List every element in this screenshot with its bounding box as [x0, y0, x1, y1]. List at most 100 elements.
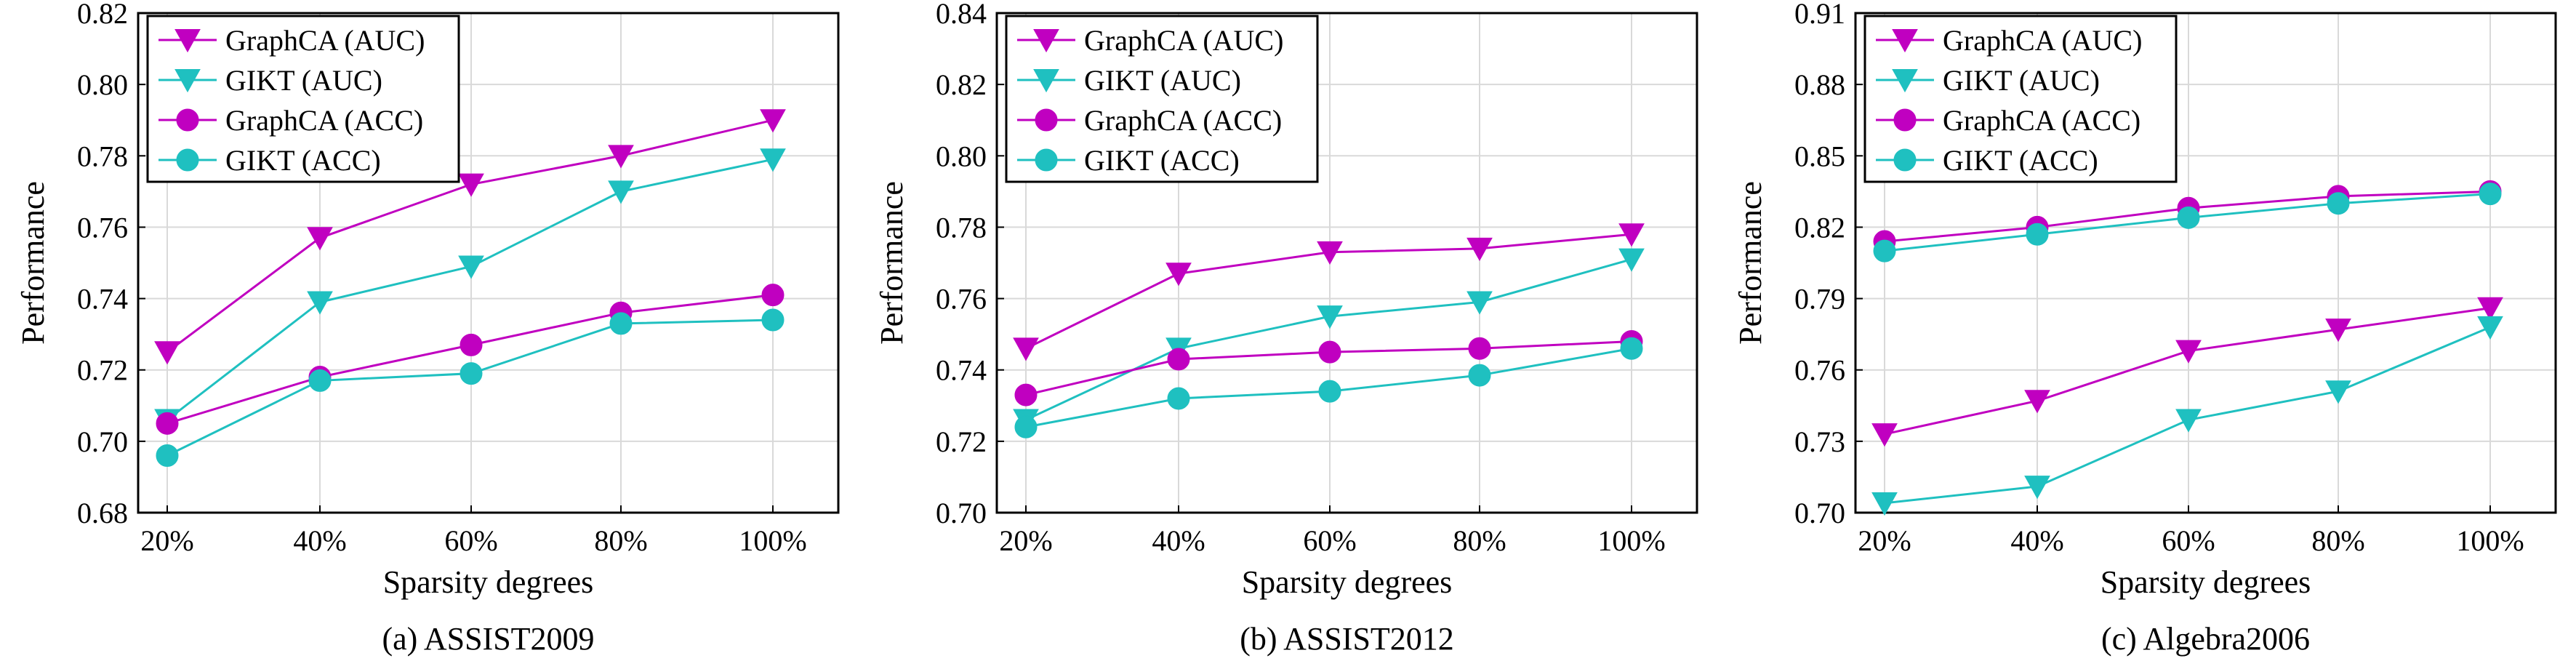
series-gikt-acc [1873, 183, 2502, 263]
panel-caption: (c) Algebra2006 [2101, 621, 2310, 657]
legend: GraphCA (AUC) GIKT (AUC) GraphCA (ACC) GIKT… [1863, 15, 2178, 183]
data-point [460, 362, 483, 385]
x-axis-title: Sparsity degrees [383, 564, 594, 600]
data-point [1318, 380, 1341, 403]
x-axis-title: Sparsity degrees [1242, 564, 1453, 600]
y-axis-title: Performance [15, 181, 51, 345]
data-point [1466, 237, 1493, 262]
data-point [308, 369, 332, 392]
y-tick-label: 0.74 [77, 283, 128, 316]
legend-label: GIKT (AUC) [1943, 64, 2100, 97]
data-point [1318, 340, 1341, 364]
y-tick-label: 0.82 [77, 0, 128, 30]
plot-frame [137, 12, 840, 514]
x-tick-label: 20% [140, 524, 193, 557]
data-point [1167, 387, 1190, 410]
y-tick-label: 0.76 [1794, 354, 1845, 387]
legend-marker [1035, 108, 1058, 132]
legend-label: GIKT (AUC) [1084, 64, 1241, 97]
data-point [460, 333, 483, 356]
data-point [2325, 380, 2351, 404]
series-graphca-auc [1013, 223, 1645, 361]
series-graphca-auc [1871, 297, 2503, 447]
y-axis-title: Performance [874, 181, 910, 345]
legend-marker [1892, 29, 1918, 53]
x-tick-label: 40% [293, 524, 346, 557]
data-point [307, 291, 333, 315]
y-tick-label: 0.70 [936, 497, 987, 529]
x-tick-label: 60% [2162, 524, 2215, 557]
legend-label: GraphCA (ACC) [225, 104, 423, 137]
y-tick-label: 0.82 [1794, 211, 1845, 244]
data-point [2325, 319, 2351, 342]
y-tick-label: 0.76 [77, 211, 128, 244]
panel-caption: (a) ASSIST2009 [382, 621, 594, 657]
legend-item: GraphCA (ACC) [159, 104, 423, 137]
y-tick-label: 0.70 [77, 425, 128, 458]
data-point [760, 148, 786, 172]
data-point [1317, 241, 1343, 265]
data-point [1618, 223, 1645, 247]
data-point [2477, 316, 2503, 340]
data-point [760, 109, 786, 133]
legend-item: GIKT (ACC) [159, 144, 381, 177]
x-tick-label: 80% [1453, 524, 1506, 557]
y-tick-label: 0.79 [1794, 283, 1845, 316]
data-point [1871, 423, 1898, 447]
data-point [1466, 291, 1493, 315]
data-point [307, 227, 333, 251]
chart-assist2009: 0.68 0.70 0.72 0.74 0.76 0.78 0.80 0.82 20% 40% 60… [15, 0, 840, 657]
data-point [156, 412, 179, 435]
y-tick-label: 0.76 [936, 283, 987, 316]
y-tick-label: 0.74 [936, 354, 987, 387]
series-gikt-acc [156, 308, 785, 467]
legend-item: GraphCA (AUC) [159, 24, 425, 57]
x-tick-label: 100% [2456, 524, 2524, 557]
data-point [1165, 263, 1192, 287]
legend-marker [176, 148, 199, 172]
legend-box [1005, 15, 1319, 183]
legend-marker [1035, 148, 1058, 172]
data-point [156, 444, 179, 467]
data-point [2177, 206, 2200, 229]
data-point [2327, 192, 2350, 215]
chart-assist2012: 0.70 0.72 0.74 0.76 0.78 0.80 0.82 0.84 20% 40% 60… [874, 0, 1698, 657]
legend-item: GIKT (ACC) [1876, 144, 2098, 177]
x-axis-title: Sparsity degrees [2100, 564, 2311, 600]
legend-marker [1033, 29, 1059, 53]
data-point [1871, 492, 1898, 516]
data-point [1167, 348, 1190, 371]
data-point [458, 255, 484, 279]
legend-item: GIKT (AUC) [1876, 64, 2100, 97]
legend-item: GraphCA (ACC) [1017, 104, 1282, 137]
y-tick-label: 0.80 [77, 68, 128, 101]
x-tick-label: 20% [999, 524, 1052, 557]
legend-box [146, 15, 460, 183]
data-point [1014, 415, 1038, 438]
legend-marker [1892, 69, 1918, 93]
data-point [608, 145, 634, 169]
data-point [2477, 297, 2503, 321]
y-tick-label: 0.84 [936, 0, 987, 30]
series-line [166, 294, 774, 425]
plot-frame [1854, 12, 2557, 514]
data-point [1618, 248, 1645, 272]
data-point [2175, 340, 2202, 364]
data-point [1620, 337, 1643, 360]
data-point [1468, 337, 1491, 360]
data-point [2026, 223, 2049, 246]
data-point [1014, 383, 1038, 406]
y-axis-title: Performance [1733, 181, 1768, 345]
legend-marker [174, 29, 201, 53]
data-point [458, 173, 484, 197]
y-tick-label: 0.80 [936, 140, 987, 172]
data-point [761, 308, 785, 332]
y-tick-label: 0.85 [1794, 140, 1845, 172]
legend-label: GIKT (ACC) [225, 144, 381, 177]
legend-marker [1893, 148, 1917, 172]
x-tick-label: 60% [444, 524, 497, 557]
panel-caption: (b) ASSIST2012 [1240, 621, 1454, 657]
data-point [761, 284, 785, 307]
legend-marker [176, 108, 199, 132]
x-tick-label: 100% [1597, 524, 1665, 557]
